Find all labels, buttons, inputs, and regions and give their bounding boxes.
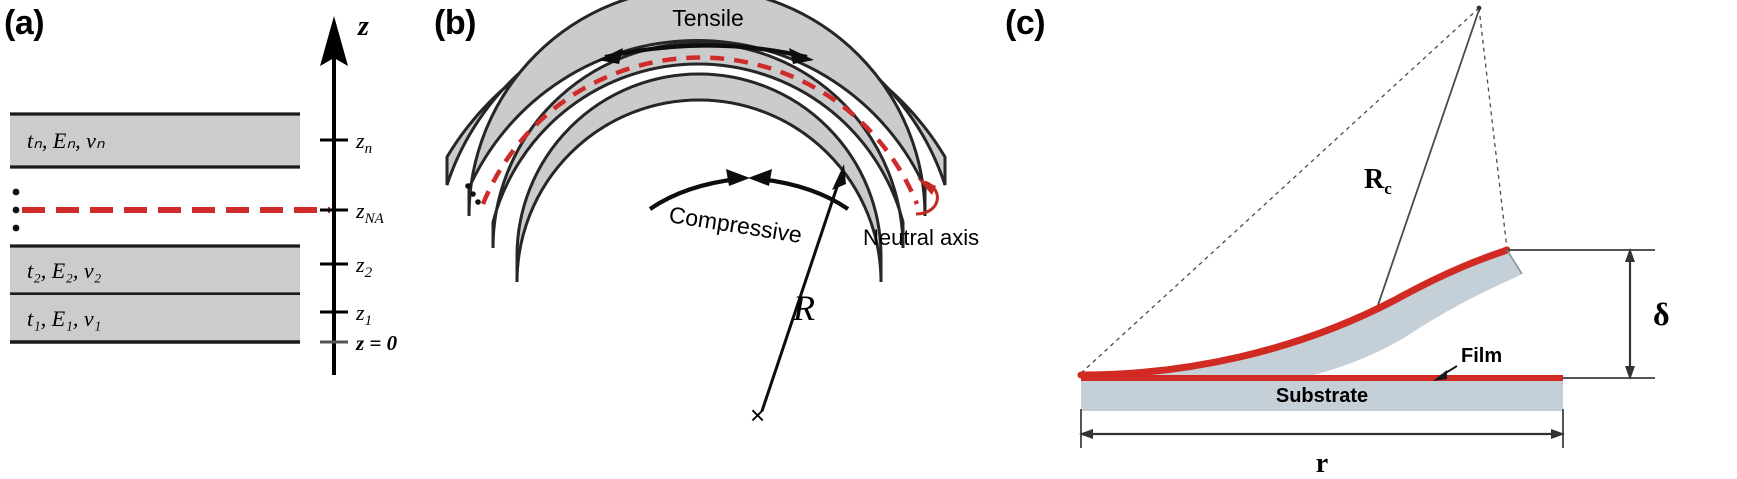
tensile-arrowhead-right (789, 48, 814, 64)
span-dimension: r (1079, 409, 1565, 479)
compressive-arrowhead-right-inner (726, 169, 750, 186)
continuation-dot-3 (12, 224, 20, 232)
deflection-dimension: δ (1507, 248, 1670, 380)
layer-continuation-dots (12, 188, 20, 232)
panel-b: (b) (420, 0, 995, 479)
tick-label-z0: z = 0 (355, 331, 398, 355)
layer-1-group: t₁, E₁, ν₁ (10, 295, 300, 344)
deflection-arrowhead-bottom (1625, 366, 1635, 380)
panel-b-diagram: Tensile Compressive R × (445, 0, 979, 430)
arc-dot-2 (470, 191, 476, 197)
span-arrowhead-right (1551, 429, 1565, 439)
construction-line-right (1478, 7, 1508, 250)
radius-rc-label: Rc (1364, 164, 1392, 198)
radius-label: R (792, 288, 815, 328)
arc-continuation-dots (465, 183, 481, 205)
compressive-arc-arrow-left-body (648, 176, 739, 211)
tick-label-zna: zNA (355, 198, 385, 227)
neutral-axis-callout-label: Neutral axis (863, 225, 979, 250)
arc-dot-3 (475, 199, 481, 205)
radius-rc-line (1364, 9, 1480, 344)
span-label: r (1316, 448, 1328, 479)
panel-b-label: (b) (434, 4, 476, 42)
radius-arrowhead (832, 164, 846, 190)
tensile-arrowhead-left (598, 48, 623, 64)
span-arrowhead-left (1079, 429, 1093, 439)
film-callout: Film (1433, 345, 1502, 381)
film-label: Film (1461, 345, 1502, 367)
layer-2-group: t₂, E₂, ν₂ (10, 244, 300, 296)
curvature-center-point (1476, 5, 1482, 11)
arc-band-second (467, 0, 927, 217)
z-axis-group: z zn zNA z2 z1 z = 0 (320, 11, 398, 375)
tick-label-zn: zn (355, 128, 372, 157)
curvature-construction-lines (1079, 5, 1508, 375)
flat-substrate-group: Substrate (1081, 375, 1563, 411)
neutral-axis-callout-arrowhead (917, 178, 936, 195)
bent-film-layer (1077, 246, 1511, 379)
continuation-dot-1 (12, 188, 20, 196)
panel-c-label: (c) (1005, 4, 1046, 42)
tensile-arc-arrow-body (604, 43, 808, 60)
compressive-arrowhead-left-inner (748, 169, 772, 186)
tensile-annotation: Tensile (598, 5, 814, 64)
panel-a-diagram: tₙ, Eₙ, νₙ t₂, E₂, ν₂ t₁, E₁, ν (10, 11, 398, 375)
panel-a-label: (a) (4, 4, 45, 42)
layer-1-label: t₁, E₁, ν₁ (27, 306, 101, 331)
curved-multilayer-stack (445, 0, 947, 283)
panel-a: (a) tₙ, Eₙ, νₙ t₂, E₂, (0, 0, 420, 479)
z-axis-arrowhead (320, 16, 348, 66)
neutral-axis-callout: Neutral axis (863, 178, 979, 250)
layer-2-fill (10, 245, 300, 295)
layer-n-fill (10, 113, 300, 168)
film-leader-arrowhead (1433, 370, 1447, 381)
z-axis-label: z (357, 11, 369, 42)
layer-2-label: t₂, E₂, ν₂ (27, 258, 102, 283)
construction-line-left (1079, 7, 1480, 375)
bent-strip-end-cap (1506, 249, 1523, 275)
deflection-arrowhead-top (1625, 248, 1635, 262)
panel-c-diagram: Rc Substrate Film (1077, 5, 1670, 479)
radius-line (760, 174, 843, 412)
layer-n-group: tₙ, Eₙ, νₙ (10, 112, 300, 169)
radius-annotation: R × (750, 164, 846, 430)
bent-strip-group (1077, 246, 1523, 393)
panel-c: (c) Rc (995, 0, 1737, 479)
continuation-dot-2 (12, 206, 20, 214)
layer-n-label: tₙ, Eₙ, νₙ (27, 128, 105, 153)
arc-dot-1 (465, 183, 471, 189)
compressive-annotation: Compressive (648, 169, 850, 248)
deflection-label: δ (1653, 296, 1670, 332)
substrate-body (1081, 379, 1563, 411)
compressive-arc-arrow-right-body (759, 176, 850, 211)
substrate-label: Substrate (1276, 385, 1368, 407)
curvature-center-marker: × (750, 400, 765, 430)
tick-label-z2: z2 (355, 252, 373, 281)
tick-label-z1: z1 (355, 300, 372, 329)
layer-1-fill (10, 295, 300, 343)
compressive-label: Compressive (667, 201, 804, 248)
neutral-axis-arc (480, 55, 920, 205)
arc-band-third (491, 41, 905, 249)
tensile-label: Tensile (672, 5, 744, 31)
arc-band-inner (515, 72, 883, 283)
